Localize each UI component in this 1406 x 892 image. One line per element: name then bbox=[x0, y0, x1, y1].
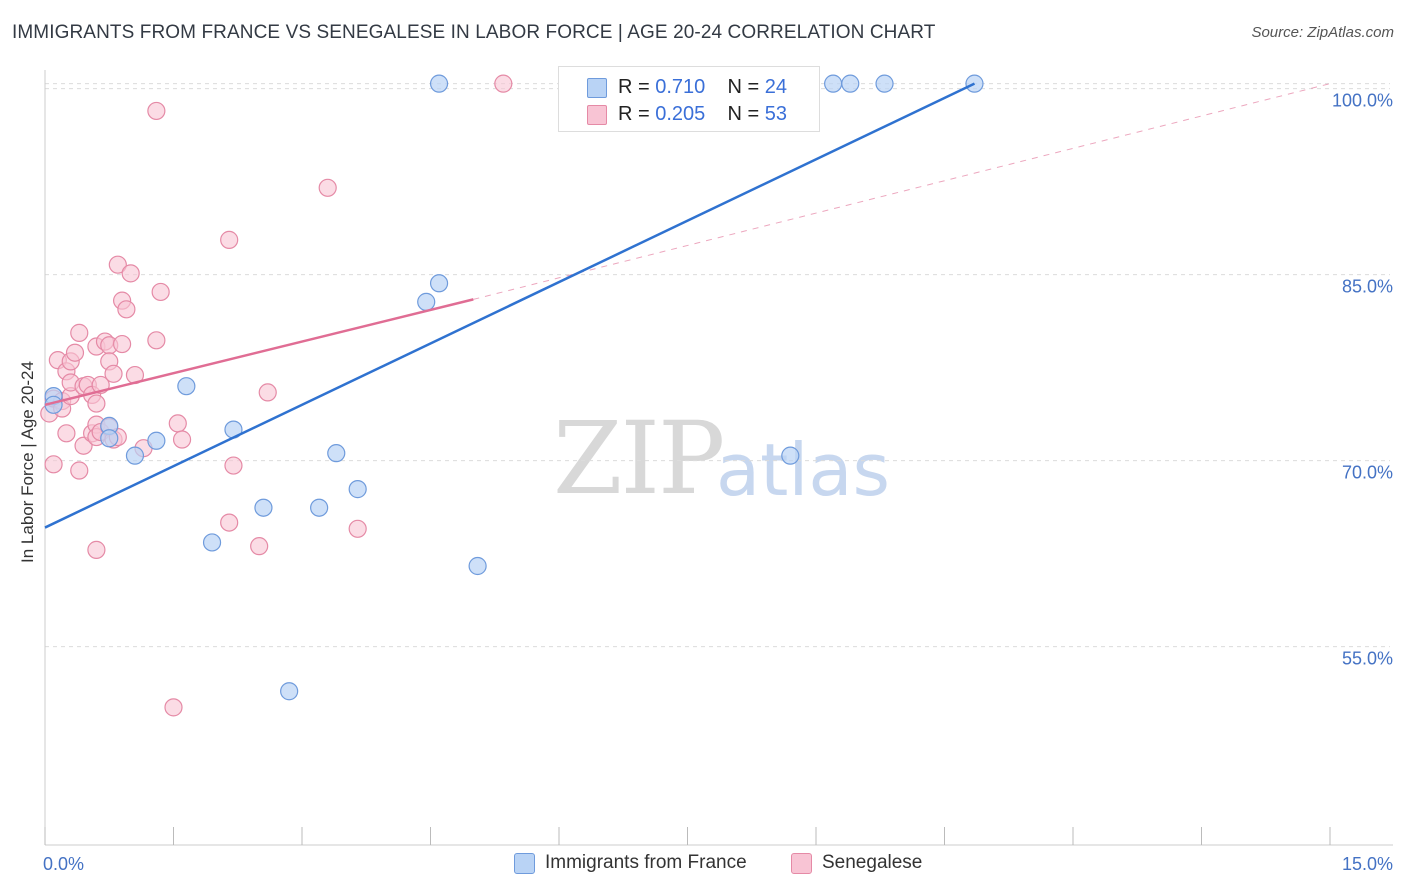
senegalese-trend-line bbox=[44, 298, 474, 407]
france-point bbox=[841, 74, 860, 93]
senegalese-point bbox=[74, 436, 93, 455]
france-point bbox=[177, 377, 196, 396]
legend-n-value: 53 bbox=[764, 103, 788, 125]
senegalese-point bbox=[44, 455, 63, 474]
y-tick-label: 55.0% bbox=[1342, 649, 1393, 669]
bottom-legend-label-senegalese: Senegalese bbox=[822, 852, 923, 873]
legend-stats-senegalese: R = 0.205 N = 53 bbox=[618, 103, 787, 126]
senegalese-point bbox=[494, 74, 513, 93]
france-point bbox=[348, 480, 367, 499]
senegalese-point bbox=[70, 461, 89, 480]
senegalese-point bbox=[220, 513, 239, 532]
legend-r-label: R = bbox=[618, 76, 656, 98]
senegalese-point bbox=[147, 101, 166, 121]
legend-r-value: 0.205 bbox=[655, 103, 706, 125]
france-point bbox=[147, 431, 166, 450]
senegalese-point bbox=[121, 264, 140, 283]
watermark-atlas: atlas bbox=[716, 428, 890, 512]
france-point bbox=[875, 74, 894, 93]
legend-n-label: N = bbox=[727, 103, 765, 125]
senegalese-point bbox=[164, 698, 183, 717]
legend-swatch-senegalese bbox=[587, 105, 607, 125]
senegalese-point bbox=[348, 519, 367, 538]
watermark-zip: ZIP bbox=[553, 400, 725, 517]
correlation-legend: R = 0.710 N = 24 R = 0.205 N = 53 bbox=[558, 66, 820, 132]
senegalese-point bbox=[112, 334, 132, 354]
senegalese-point bbox=[87, 540, 106, 559]
x-tick-label: 0.0% bbox=[43, 854, 84, 874]
senegalese-point bbox=[224, 456, 243, 475]
france-point bbox=[429, 74, 449, 93]
france-point bbox=[429, 274, 449, 293]
senegalese-point bbox=[87, 394, 106, 413]
legend-n-label: N = bbox=[727, 76, 765, 98]
senegalese-point bbox=[108, 255, 127, 274]
bottom-legend-swatch-france bbox=[514, 853, 535, 874]
france-point bbox=[202, 533, 222, 552]
france-point bbox=[417, 292, 436, 311]
france-point bbox=[781, 446, 800, 465]
senegalese-point bbox=[318, 178, 337, 197]
legend-r-value: 0.710 bbox=[655, 76, 706, 98]
senegalese-point bbox=[258, 383, 277, 402]
france-point bbox=[100, 429, 119, 448]
france-trend-line bbox=[44, 82, 976, 529]
senegalese-point bbox=[104, 364, 123, 383]
x-tick-label: 15.0% bbox=[1342, 854, 1393, 874]
legend-stats-france: R = 0.710 N = 24 bbox=[618, 76, 787, 99]
senegalese-point bbox=[151, 282, 170, 302]
bottom-legend-swatch-senegalese bbox=[791, 853, 812, 874]
source-note: Source: ZipAtlas.com bbox=[1251, 24, 1394, 41]
legend-swatch-france bbox=[587, 78, 607, 98]
france-point bbox=[327, 444, 346, 463]
senegalese-point bbox=[65, 343, 85, 362]
france-point bbox=[310, 498, 329, 517]
legend-n-value: 24 bbox=[764, 76, 788, 98]
legend-r-label: R = bbox=[618, 103, 656, 125]
y-tick-label: 100.0% bbox=[1332, 91, 1393, 111]
chart-title: IMMIGRANTS FROM FRANCE VS SENEGALESE IN … bbox=[12, 22, 936, 43]
senegalese-point bbox=[117, 300, 136, 319]
senegalese-point bbox=[172, 430, 192, 449]
france-point bbox=[824, 74, 843, 93]
bottom-legend-label-france: Immigrants from France bbox=[545, 852, 747, 873]
senegalese-point bbox=[250, 537, 269, 556]
senegalese-trend-extension bbox=[473, 83, 1331, 300]
senegalese-point bbox=[70, 323, 89, 342]
france-point bbox=[254, 498, 273, 517]
senegalese-point bbox=[168, 414, 187, 433]
y-tick-label: 85.0% bbox=[1342, 277, 1393, 297]
senegalese-point bbox=[147, 331, 166, 350]
y-tick-label: 70.0% bbox=[1342, 463, 1393, 483]
senegalese-point bbox=[220, 230, 239, 249]
senegalese-point bbox=[57, 424, 76, 443]
france-point bbox=[468, 556, 487, 576]
france-point bbox=[125, 446, 145, 465]
france-point bbox=[280, 682, 299, 701]
